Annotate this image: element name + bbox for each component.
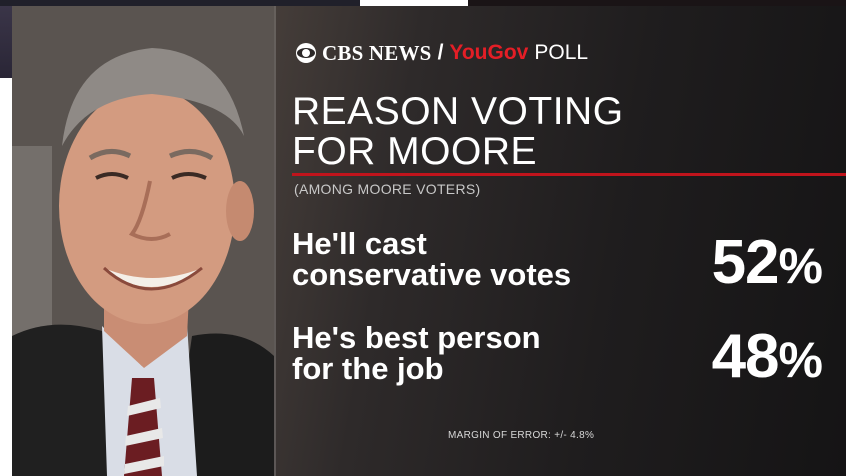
brand-network: CBS NEWS: [322, 40, 432, 65]
result-label: He's best person for the job: [292, 322, 622, 384]
thumbnail-strip-left: [0, 0, 360, 6]
result-value-unit: %: [778, 332, 823, 388]
result-label-line1: He's best person: [292, 320, 541, 355]
result-label: He'll cast conservative votes: [292, 228, 622, 290]
panel-divider: [274, 6, 276, 476]
cbs-eye-logo-icon: [296, 43, 316, 63]
result-label-line2: conservative votes: [292, 257, 572, 292]
brand-poll: POLL: [534, 41, 589, 64]
result-label-line2: for the job: [292, 351, 444, 386]
result-row: He'll cast conservative votes 52%: [292, 228, 823, 298]
chart-title: REASON VOTING FOR MOORE: [292, 92, 812, 172]
poll-graphic: CBS NEWS / YouGov POLL REASON VOTING FOR…: [12, 6, 846, 476]
chart-title-line2: FOR MOORE: [292, 130, 537, 173]
chart-subtitle: (AMONG MOORE VOTERS): [294, 181, 481, 197]
result-label-line1: He'll cast: [292, 226, 427, 261]
margin-of-error-note: MARGIN OF ERROR: +/- 4.8%: [448, 430, 595, 441]
result-value-number: 52: [711, 228, 780, 297]
candidate-photo: [12, 6, 274, 476]
result-value: 52%: [712, 232, 823, 297]
brand-separator: /: [437, 41, 444, 64]
chart-title-line1: REASON VOTING: [292, 90, 624, 133]
brand-partner: YouGov: [449, 41, 529, 64]
result-value-unit: %: [778, 238, 823, 294]
brand-header: CBS NEWS / YouGov POLL: [296, 38, 588, 68]
candidate-portrait-image: [12, 6, 274, 476]
thumbnail-strip-right: [468, 0, 846, 6]
side-thumbnail: [0, 6, 12, 78]
result-row: He's best person for the job 48%: [292, 322, 823, 392]
title-underline: [292, 173, 846, 176]
result-value: 48%: [712, 326, 823, 391]
result-value-number: 48: [711, 322, 780, 391]
